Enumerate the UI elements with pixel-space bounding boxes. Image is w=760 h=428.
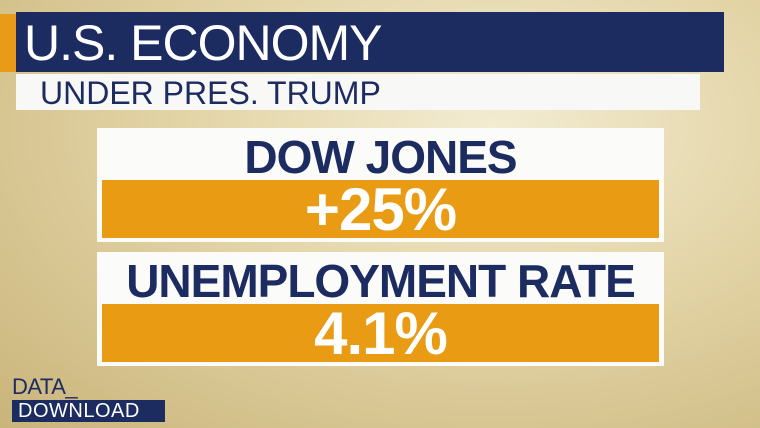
logo-line: DATA_ [12,374,78,399]
subtitle: UNDER PRES. TRUMP [40,75,381,111]
stat-value-box: +25% [102,176,659,243]
title-bar [16,12,724,72]
stat-value-box: 4.1% [102,300,659,367]
stat-value: +25% [304,176,457,243]
logo-line: DOWNLOAD [18,400,140,422]
stat-card: DOW JONES +25% [97,128,664,242]
accent-strip [0,14,16,72]
stat-value: 4.1% [314,300,448,367]
logo-box: DOWNLOAD [12,400,165,422]
subtitle-bar [16,74,700,110]
title: U.S. ECONOMY [24,15,382,71]
stat-label: UNEMPLOYMENT RATE [126,255,636,307]
stat-label: DOW JONES [244,131,517,183]
stat-card: UNEMPLOYMENT RATE 4.1% [97,252,664,366]
